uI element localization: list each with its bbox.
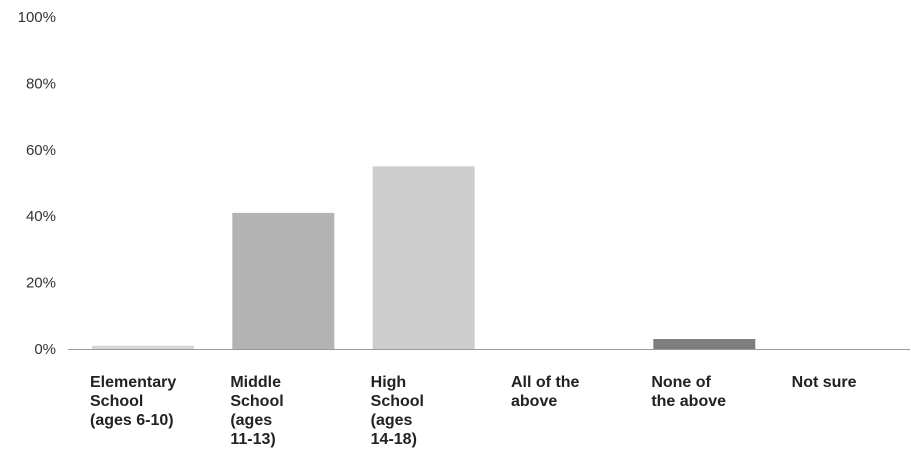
x-tick-label-line: 14-18)	[371, 431, 417, 448]
bar	[232, 212, 335, 349]
y-tick-label: 20%	[26, 275, 56, 292]
x-tick-label-line: None of	[651, 374, 711, 391]
x-tick-label-line: School	[230, 393, 283, 410]
y-axis: 0% 20% 40% 60% 80% 100%	[18, 9, 56, 358]
x-axis-labels: Elementary School (ages 6-10) Middle School (…	[90, 374, 857, 448]
x-tick-label-line: (ages	[371, 412, 413, 429]
y-tick-label: 80%	[26, 75, 56, 92]
x-tick-label: Not sure	[792, 374, 857, 391]
x-tick-label-line: (ages	[230, 412, 272, 429]
bar	[653, 339, 756, 349]
x-tick-label-line: 11-13)	[230, 431, 275, 448]
x-tick-label-line: All of the	[511, 374, 580, 391]
x-tick-label-line: School	[90, 393, 143, 410]
x-tick-label: All of the above	[511, 374, 580, 410]
x-tick-label-line: Middle	[230, 374, 281, 391]
bars	[92, 166, 756, 349]
x-tick-label-line: High	[371, 374, 407, 391]
x-tick-label: Elementary School (ages 6-10)	[90, 374, 176, 429]
x-tick-label-line: the above	[651, 393, 726, 410]
x-tick-label-line: above	[511, 393, 557, 410]
x-tick-label-line: Elementary	[90, 374, 176, 391]
y-tick-label: 100%	[18, 9, 56, 26]
y-tick-label: 0%	[34, 341, 56, 358]
x-tick-label: None of the above	[651, 374, 726, 410]
y-tick-label: 40%	[26, 208, 56, 225]
x-tick-label-line: School	[371, 393, 424, 410]
bar	[372, 166, 475, 349]
x-tick-label-line: Not sure	[792, 374, 857, 391]
bar	[92, 345, 194, 349]
y-tick-label: 60%	[26, 142, 56, 159]
x-tick-label: Middle School (ages 11-13)	[230, 374, 283, 448]
x-tick-label: High School (ages 14-18)	[371, 374, 424, 448]
x-tick-label-line: (ages 6-10)	[90, 412, 174, 429]
